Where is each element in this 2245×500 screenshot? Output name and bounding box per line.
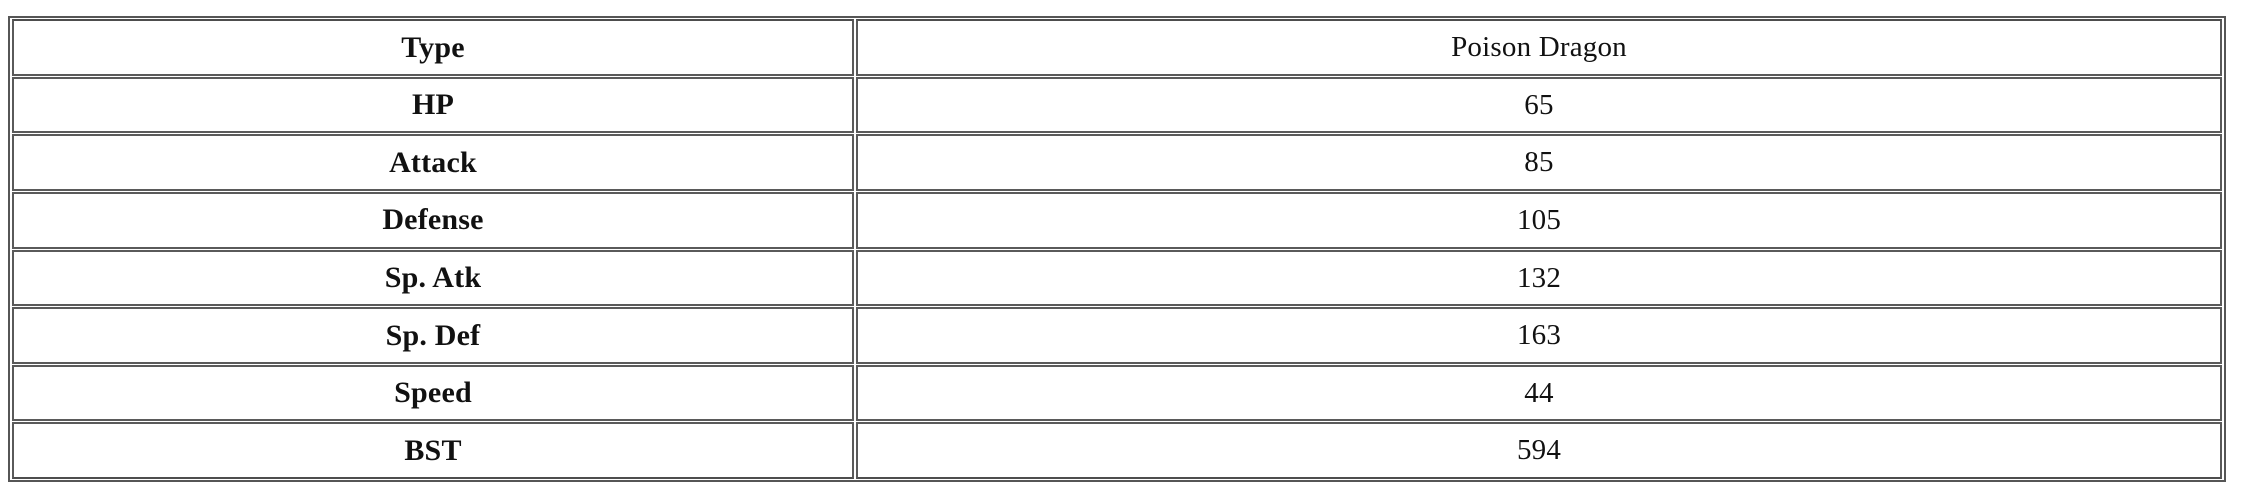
table-row: Attack 85 (12, 134, 2222, 191)
stat-value-defense: 105 (856, 191, 2222, 249)
stat-table-body: Type Poison Dragon HP 65 Attack 85 Defen… (12, 19, 2222, 479)
table-row: Type Poison Dragon (12, 19, 2222, 76)
stat-value-hp: 65 (856, 76, 2222, 134)
stat-label-sp-atk: Sp. Atk (12, 249, 854, 307)
stat-value-bst: 594 (856, 422, 2222, 479)
stat-value-sp-atk: 132 (856, 249, 2222, 307)
stat-value-type: Poison Dragon (856, 19, 2222, 76)
table-row: HP 65 (12, 76, 2222, 134)
stat-table-container: Type Poison Dragon HP 65 Attack 85 Defen… (8, 16, 2226, 482)
stat-value-sp-def: 163 (856, 307, 2222, 364)
table-row: BST 594 (12, 422, 2222, 479)
stat-label-defense: Defense (12, 191, 854, 249)
stat-label-sp-def: Sp. Def (12, 307, 854, 364)
stat-value-attack: 85 (856, 134, 2222, 191)
stat-label-attack: Attack (12, 134, 854, 191)
table-row: Speed 44 (12, 364, 2222, 422)
pokemon-stat-table: Type Poison Dragon HP 65 Attack 85 Defen… (10, 18, 2224, 480)
stat-label-type: Type (12, 19, 854, 76)
stat-label-hp: HP (12, 76, 854, 134)
stat-label-bst: BST (12, 422, 854, 479)
stat-label-speed: Speed (12, 364, 854, 422)
table-row: Sp. Atk 132 (12, 249, 2222, 307)
table-row: Defense 105 (12, 191, 2222, 249)
table-row: Sp. Def 163 (12, 307, 2222, 364)
stat-value-speed: 44 (856, 364, 2222, 422)
